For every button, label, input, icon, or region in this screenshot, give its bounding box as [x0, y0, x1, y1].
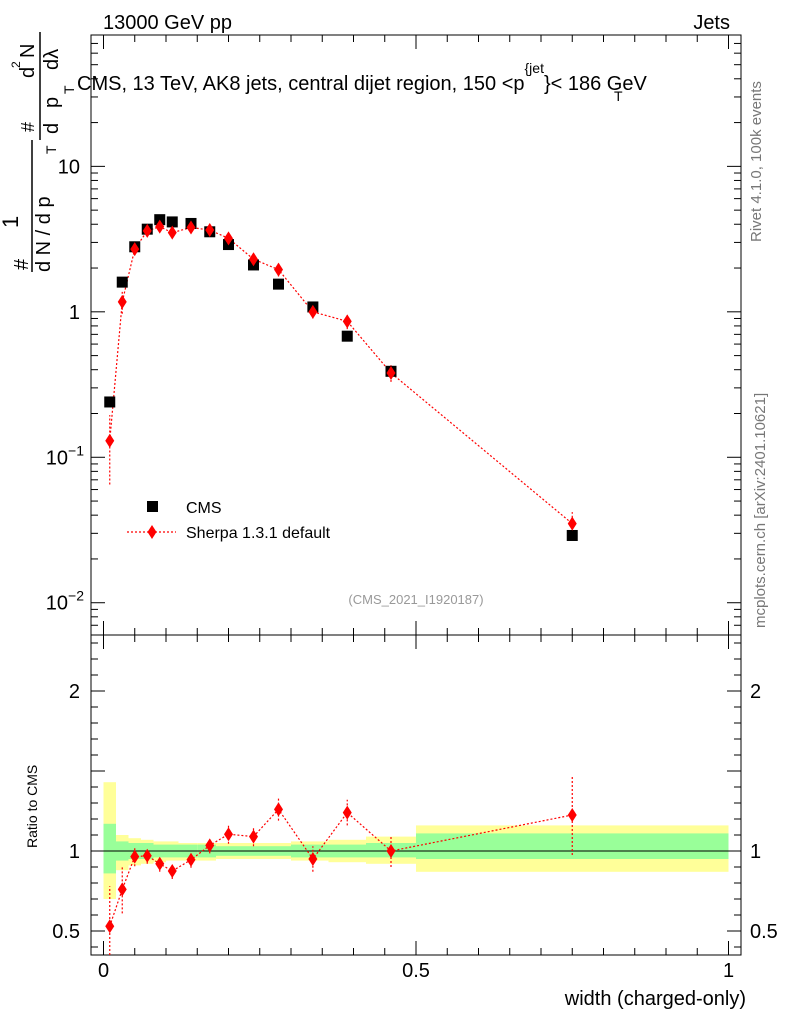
cms-point [166, 216, 178, 228]
y-tick-label: 10−1 [46, 442, 84, 469]
legend-cms-marker [147, 501, 158, 512]
cms-point [341, 330, 353, 342]
svg-text:N: N [17, 44, 39, 58]
svg-text:d N / d p: d N / d p [33, 196, 55, 272]
ratio-y-tick-label: 2 [69, 681, 80, 703]
ratio-point [308, 852, 318, 866]
ratio-point [186, 852, 196, 867]
svg-text:1: 1 [0, 216, 23, 228]
header-right: Jets [693, 12, 730, 34]
ratio-band-inner [103, 823, 116, 874]
legend-cms-label: CMS [186, 500, 222, 517]
rivet-label: Rivet 4.1.0, 100k events [748, 81, 765, 242]
legend: CMS Sherpa 1.3.1 default [127, 500, 331, 542]
sherpa-point [105, 433, 115, 448]
sherpa-point [567, 516, 577, 531]
ratio-point [274, 802, 283, 817]
cms-point [273, 278, 284, 290]
ratio-point [117, 882, 127, 897]
svg-text:2: 2 [9, 61, 23, 68]
analysis-id: (CMS_2021_I1920187) [348, 592, 483, 607]
x-axis-label: width (charged-only) [564, 988, 746, 1010]
y-axis-label-num-d: d [17, 67, 39, 78]
sherpa-point [274, 262, 283, 277]
ratio-point [224, 827, 233, 842]
ratio-y-tick-label: 0.5 [52, 921, 80, 943]
y-axis-label: # 1 d N / d p T # d 2 N d p T [0, 32, 77, 272]
ratio-point [249, 829, 258, 844]
svg-text:dλ: dλ [41, 49, 63, 70]
ratio-y-tick-label-right: 1 [750, 841, 761, 863]
cms-point [116, 276, 128, 288]
ratio-y-label: Ratio to CMS [24, 765, 40, 848]
y-axis-label-den: d N / d p [33, 196, 55, 272]
ratio-point [567, 808, 577, 822]
x-tick-label: 0.5 [402, 960, 430, 982]
sherpa-point [117, 294, 127, 309]
cms-point [104, 396, 116, 408]
x-tick-label: 1 [723, 960, 734, 982]
legend-sherpa-marker [147, 525, 157, 539]
sherpa-point [308, 304, 318, 319]
sherpa-point [224, 231, 233, 246]
y-axis-label-hash2: # [18, 122, 38, 132]
ratio-point [155, 856, 165, 871]
y-axis-label-lam: dλ [41, 49, 63, 70]
ratio-point [142, 848, 152, 863]
chart-title-sub: T [614, 88, 623, 104]
svg-text:#: # [18, 122, 38, 132]
chart-title-main: CMS, 13 TeV, AK8 jets, central dijet reg… [77, 73, 525, 95]
chart-title-sup: {jet [525, 60, 545, 76]
sherpa-point [205, 223, 215, 238]
main-frame [90, 34, 742, 636]
ratio-y-tick-label-right: 0.5 [750, 921, 778, 943]
y-tick-label: 1 [69, 302, 80, 324]
mcplots-label: mcplots.cern.ch [arXiv:2401.10621] [752, 393, 769, 628]
sherpa-line [109, 226, 573, 525]
ratio-point [386, 844, 396, 858]
svg-text:p: p [41, 97, 63, 108]
y-tick-label: 10 [58, 156, 80, 178]
y-axis-label-num-N: N [17, 44, 39, 58]
ratio-point [167, 864, 177, 878]
cms-point [566, 529, 578, 541]
svg-text:T: T [61, 85, 77, 94]
y-axis-label-hash: # [11, 258, 33, 270]
y-axis-label-num-sq: 2 [9, 61, 23, 68]
sherpa-point [386, 365, 396, 380]
y-axis-label-den2-d: d [41, 123, 63, 134]
sherpa-point [142, 223, 152, 238]
y-tick-label: 10−2 [46, 588, 84, 615]
ratio-point [342, 805, 352, 820]
y-axis-label-one: 1 [0, 216, 23, 228]
header-left: 13000 GeV pp [103, 12, 232, 34]
svg-text:d: d [17, 67, 39, 78]
chart-title: CMS, 13 TeV, AK8 jets, central dijet reg… [77, 60, 647, 95]
x-tick-label: 0 [98, 960, 109, 982]
sherpa-point [155, 219, 165, 234]
sherpa-point [342, 314, 352, 329]
y-axis-label-den-T: T [43, 145, 59, 154]
y-axis-label-den2-p: p [41, 97, 63, 108]
sherpa-point [186, 220, 196, 235]
svg-text:T: T [43, 145, 59, 154]
chart-title-tail: }< 186 GeV [544, 73, 648, 95]
y-axis-label-den2-T: T [61, 85, 77, 94]
ratio-point [105, 919, 115, 934]
ratio-frame [90, 634, 742, 956]
sherpa-point [249, 252, 258, 267]
ratio-point [130, 849, 140, 864]
sherpa-point [167, 225, 177, 240]
sherpa-point [130, 242, 140, 257]
ratio-y-tick-label-right: 2 [750, 681, 761, 703]
svg-text:#: # [11, 258, 33, 270]
ratio-y-tick-label: 1 [69, 841, 80, 863]
svg-text:d: d [41, 123, 63, 134]
legend-sherpa-label: Sherpa 1.3.1 default [186, 525, 331, 542]
ratio-point [205, 838, 215, 853]
